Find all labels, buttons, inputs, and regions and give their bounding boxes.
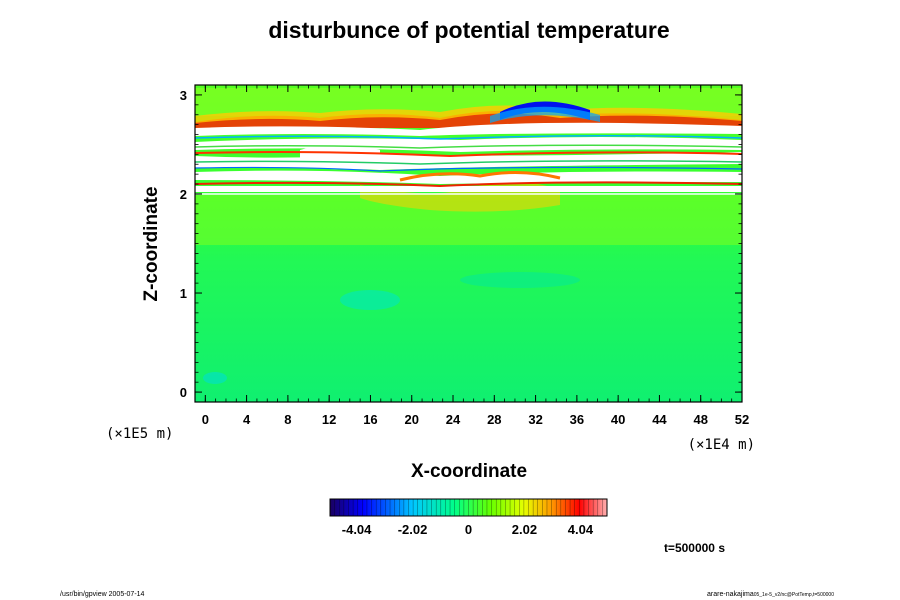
x-tick-label: 52 [735,412,749,427]
cool-patch-3 [203,372,227,384]
x-tick-label: 12 [322,412,336,427]
x-tick-label: 8 [284,412,291,427]
plot-frame [194,84,743,403]
x-tick-label: 0 [202,412,209,427]
heatmap-field [195,85,742,402]
x-tick-label: 48 [693,412,707,427]
colorbar-tick-label: 2.02 [512,522,537,537]
cool-patch-2 [460,272,580,288]
blue-streak-1 [195,134,742,140]
colorbar-tick-label: 4.04 [568,522,594,537]
time-label: t=500000 s [664,541,725,555]
red-streak-2 [195,181,742,188]
red-streak-1 [195,151,742,158]
cold-anomaly-fringe [490,106,600,123]
x-tick-label: 28 [487,412,501,427]
footer-right-main: arare-nakajima [707,591,754,598]
x-tick-label: 44 [652,412,667,427]
orange-streak [399,170,561,182]
footer-right-sub: 05_1e-5_v2/nc@PotTemp,t=500000 [754,592,834,598]
footer-left: /usr/bin/gpview 2005-07-14 [60,591,145,598]
colorbar-tick-labels: -4.04 -2.02 0 2.02 4.04 [342,522,594,537]
x-axis-label: X-coordinate [411,461,527,482]
x-tick-label: 20 [405,412,419,427]
x-tick-label: 32 [528,412,542,427]
x-tick-label: 16 [363,412,377,427]
footer-right: arare-nakajima05_1e-5_v2/nc@PotTemp,t=50… [707,591,834,598]
y-axis-label: Z-coordinate [141,186,162,301]
x-tick-label: 4 [243,412,251,427]
colorbar-tick-label: -2.02 [398,522,428,537]
x-unit-label: (×1E4 m) [688,437,755,453]
colorbar-tick-label: 0 [465,522,472,537]
y-tick-label: 0 [180,385,187,400]
x-tick-label: 24 [446,412,461,427]
blue-streak-2 [195,166,742,172]
white-layer-1 [195,122,742,136]
green-streak-2 [195,160,742,165]
colorbar-stripes [334,499,603,516]
yellow-edge-top [195,105,742,123]
y-unit-label: (×1E5 m) [106,426,173,442]
white-layer-5 [195,186,742,192]
x-tick-label: 36 [570,412,584,427]
cool-patch-1 [340,290,400,310]
colorbar-tick-label: -4.04 [342,522,372,537]
white-blob [300,144,380,170]
y-tick-label: 3 [180,88,187,103]
y-tick-labels: 0 1 2 3 [180,88,187,400]
y-tick-label: 2 [180,187,187,202]
x-tick-label: 40 [611,412,625,427]
y-tick-label: 1 [180,286,187,301]
green-streak-1 [195,144,742,149]
chart-title: disturbunce of potential temperature [268,17,669,43]
white-layer-4 [195,170,742,184]
x-tick-labels: 0 4 8 12 16 20 24 28 32 36 40 44 48 52 [202,412,750,427]
